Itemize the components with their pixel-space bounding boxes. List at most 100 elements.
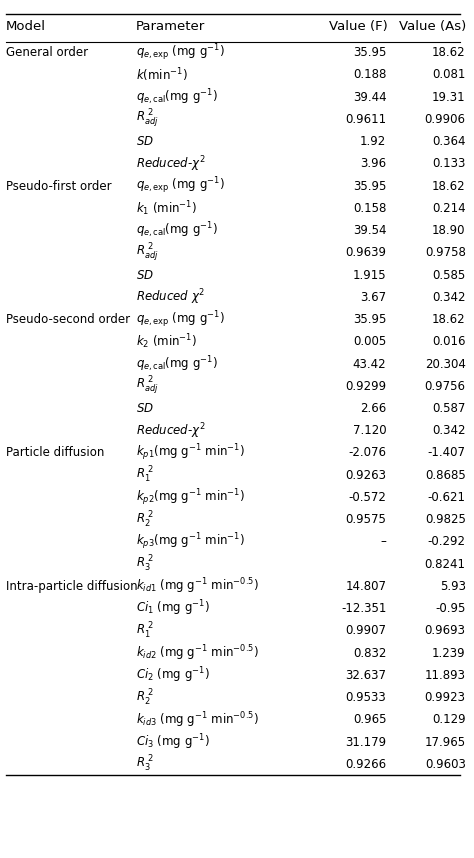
Text: Model: Model xyxy=(6,20,46,33)
Text: $k_{p1}$(mg g$^{-1}$ min$^{-1}$): $k_{p1}$(mg g$^{-1}$ min$^{-1}$) xyxy=(136,443,245,463)
Text: 0.158: 0.158 xyxy=(353,202,386,214)
Text: $R_3^{\ 2}$: $R_3^{\ 2}$ xyxy=(136,754,154,774)
Text: -0.292: -0.292 xyxy=(428,535,465,548)
Text: $Ci_3$ (mg g$^{-1}$): $Ci_3$ (mg g$^{-1}$) xyxy=(136,732,210,752)
Text: 0.9639: 0.9639 xyxy=(345,246,386,259)
Text: 0.016: 0.016 xyxy=(432,335,465,348)
Text: -2.076: -2.076 xyxy=(348,446,386,459)
Text: 0.9693: 0.9693 xyxy=(425,625,465,637)
Text: $q_{e\mathregular{,cal}}$(mg g$^{-1}$): $q_{e\mathregular{,cal}}$(mg g$^{-1}$) xyxy=(136,88,218,107)
Text: 0.342: 0.342 xyxy=(432,424,465,438)
Text: 0.005: 0.005 xyxy=(353,335,386,348)
Text: $k_{p2}$(mg g$^{-1}$ min$^{-1}$): $k_{p2}$(mg g$^{-1}$ min$^{-1}$) xyxy=(136,487,245,508)
Text: 0.9906: 0.9906 xyxy=(425,113,465,126)
Text: -1.407: -1.407 xyxy=(428,446,465,459)
Text: 0.9266: 0.9266 xyxy=(345,758,386,770)
Text: 11.893: 11.893 xyxy=(425,668,465,682)
Text: 18.62: 18.62 xyxy=(432,179,465,192)
Text: 0.188: 0.188 xyxy=(353,69,386,82)
Text: 17.965: 17.965 xyxy=(425,735,465,748)
Text: 1.239: 1.239 xyxy=(432,647,465,660)
Text: 2.66: 2.66 xyxy=(360,402,386,415)
Text: $Ci_2$ (mg g$^{-1}$): $Ci_2$ (mg g$^{-1}$) xyxy=(136,666,210,685)
Text: –: – xyxy=(381,535,386,548)
Text: 31.179: 31.179 xyxy=(345,735,386,748)
Text: 0.965: 0.965 xyxy=(353,713,386,726)
Text: 0.129: 0.129 xyxy=(432,713,465,726)
Text: 35.95: 35.95 xyxy=(353,313,386,326)
Text: 0.9923: 0.9923 xyxy=(425,691,465,704)
Text: 0.9299: 0.9299 xyxy=(345,380,386,393)
Text: Pseudo-first order: Pseudo-first order xyxy=(6,179,112,192)
Text: -0.95: -0.95 xyxy=(435,602,465,615)
Text: 0.9575: 0.9575 xyxy=(346,513,386,526)
Text: $q_{e\mathregular{,exp}}$ (mg g$^{-1}$): $q_{e\mathregular{,exp}}$ (mg g$^{-1}$) xyxy=(136,176,225,196)
Text: 18.62: 18.62 xyxy=(432,46,465,59)
Text: 14.807: 14.807 xyxy=(345,580,386,593)
Text: 39.44: 39.44 xyxy=(353,91,386,104)
Text: 0.9758: 0.9758 xyxy=(425,246,465,259)
Text: 0.342: 0.342 xyxy=(432,291,465,304)
Text: $k_{id3}$ (mg g$^{-1}$ min$^{-0.5}$): $k_{id3}$ (mg g$^{-1}$ min$^{-0.5}$) xyxy=(136,710,259,729)
Text: -12.351: -12.351 xyxy=(341,602,386,615)
Text: 0.9533: 0.9533 xyxy=(346,691,386,704)
Text: 0.8241: 0.8241 xyxy=(425,558,465,571)
Text: 0.214: 0.214 xyxy=(432,202,465,214)
Text: $Reduced\ \chi^2$: $Reduced\ \chi^2$ xyxy=(136,287,205,307)
Text: $SD$: $SD$ xyxy=(136,269,154,281)
Text: $R_2^{\ 2}$: $R_2^{\ 2}$ xyxy=(136,510,154,529)
Text: 3.96: 3.96 xyxy=(360,157,386,171)
Text: 0.8685: 0.8685 xyxy=(425,468,465,481)
Text: $Ci_1$ (mg g$^{-1}$): $Ci_1$ (mg g$^{-1}$) xyxy=(136,599,210,619)
Text: 39.54: 39.54 xyxy=(353,224,386,237)
Text: Value (F): Value (F) xyxy=(329,20,388,33)
Text: 5.93: 5.93 xyxy=(439,580,465,593)
Text: -0.572: -0.572 xyxy=(348,491,386,504)
Text: -0.621: -0.621 xyxy=(428,491,465,504)
Text: $R_3^{\ 2}$: $R_3^{\ 2}$ xyxy=(136,554,154,574)
Text: Intra-particle diffusion: Intra-particle diffusion xyxy=(6,580,137,593)
Text: 1.915: 1.915 xyxy=(353,269,386,281)
Text: $k_{id2}$ (mg g$^{-1}$ min$^{-0.5}$): $k_{id2}$ (mg g$^{-1}$ min$^{-0.5}$) xyxy=(136,644,259,663)
Text: $R_2^{\ 2}$: $R_2^{\ 2}$ xyxy=(136,687,154,708)
Text: $q_{e\mathregular{,cal}}$(mg g$^{-1}$): $q_{e\mathregular{,cal}}$(mg g$^{-1}$) xyxy=(136,221,218,240)
Text: 19.31: 19.31 xyxy=(432,91,465,104)
Text: $k_{id1}$ (mg g$^{-1}$ min$^{-0.5}$): $k_{id1}$ (mg g$^{-1}$ min$^{-0.5}$) xyxy=(136,577,259,596)
Text: 0.364: 0.364 xyxy=(432,136,465,148)
Text: $R_1^{\ 2}$: $R_1^{\ 2}$ xyxy=(136,621,154,641)
Text: Value (As): Value (As) xyxy=(399,20,466,33)
Text: $R_{adj}^{\ 2}$: $R_{adj}^{\ 2}$ xyxy=(136,108,158,130)
Text: $q_{e\mathregular{,exp}}$ (mg g$^{-1}$): $q_{e\mathregular{,exp}}$ (mg g$^{-1}$) xyxy=(136,309,225,329)
Text: $R_{adj}^{\ 2}$: $R_{adj}^{\ 2}$ xyxy=(136,242,158,264)
Text: $k_{p3}$(mg g$^{-1}$ min$^{-1}$): $k_{p3}$(mg g$^{-1}$ min$^{-1}$) xyxy=(136,532,245,553)
Text: Parameter: Parameter xyxy=(136,20,205,33)
Text: 0.9611: 0.9611 xyxy=(345,113,386,126)
Text: Particle diffusion: Particle diffusion xyxy=(6,446,104,459)
Text: 0.9756: 0.9756 xyxy=(425,380,465,393)
Text: $k$(min$^{-1}$): $k$(min$^{-1}$) xyxy=(136,66,188,84)
Text: $k_1$ (min$^{-1}$): $k_1$ (min$^{-1}$) xyxy=(136,199,197,218)
Text: 0.9825: 0.9825 xyxy=(425,513,465,526)
Text: General order: General order xyxy=(6,46,88,59)
Text: 0.081: 0.081 xyxy=(432,69,465,82)
Text: 3.67: 3.67 xyxy=(360,291,386,304)
Text: $Reduced$-$\chi^2$: $Reduced$-$\chi^2$ xyxy=(136,421,205,440)
Text: $SD$: $SD$ xyxy=(136,402,154,415)
Text: 0.587: 0.587 xyxy=(432,402,465,415)
Text: $SD$: $SD$ xyxy=(136,136,154,148)
Text: 7.120: 7.120 xyxy=(353,424,386,438)
Text: Pseudo-second order: Pseudo-second order xyxy=(6,313,130,326)
Text: 18.62: 18.62 xyxy=(432,313,465,326)
Text: 20.304: 20.304 xyxy=(425,358,465,371)
Text: 0.585: 0.585 xyxy=(432,269,465,281)
Text: 0.9907: 0.9907 xyxy=(345,625,386,637)
Text: $R_{adj}^{\ 2}$: $R_{adj}^{\ 2}$ xyxy=(136,375,158,397)
Text: 0.9263: 0.9263 xyxy=(345,468,386,481)
Text: $Reduced$-$\chi^2$: $Reduced$-$\chi^2$ xyxy=(136,154,205,173)
Text: 0.133: 0.133 xyxy=(432,157,465,171)
Text: 32.637: 32.637 xyxy=(345,668,386,682)
Text: $k_2$ (min$^{-1}$): $k_2$ (min$^{-1}$) xyxy=(136,332,197,351)
Text: 0.9603: 0.9603 xyxy=(425,758,465,770)
Text: $q_{e\mathregular{,cal}}$(mg g$^{-1}$): $q_{e\mathregular{,cal}}$(mg g$^{-1}$) xyxy=(136,354,218,374)
Text: 1.92: 1.92 xyxy=(360,136,386,148)
